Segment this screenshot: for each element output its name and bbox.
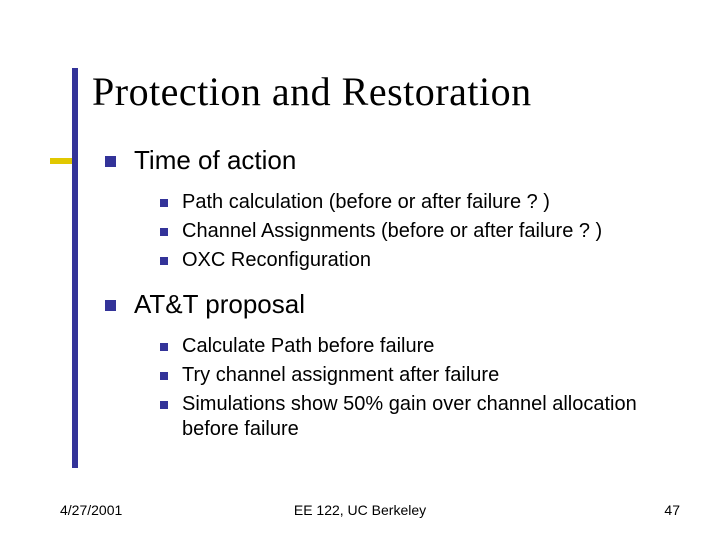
section-items: Path calculation (before or after failur… (160, 190, 670, 273)
list-item-text: Path calculation (before or after failur… (182, 190, 550, 215)
slide-title: Protection and Restoration (92, 68, 670, 115)
accent-bar (72, 68, 78, 468)
square-bullet-icon (160, 257, 168, 265)
footer-page-number: 47 (664, 502, 680, 518)
list-item-text: Channel Assignments (before or after fai… (182, 219, 602, 244)
section-heading: AT&T proposal (105, 289, 670, 320)
accent-notch (50, 158, 72, 164)
footer-center: EE 122, UC Berkeley (294, 502, 426, 518)
list-item: Try channel assignment after failure (160, 363, 670, 388)
list-item: Path calculation (before or after failur… (160, 190, 670, 215)
section-heading-text: AT&T proposal (134, 289, 305, 320)
list-item-text: Calculate Path before failure (182, 334, 434, 359)
square-bullet-icon (160, 401, 168, 409)
square-bullet-icon (160, 372, 168, 380)
square-bullet-icon (160, 343, 168, 351)
list-item: Calculate Path before failure (160, 334, 670, 359)
list-item-text: Simulations show 50% gain over channel a… (182, 392, 670, 442)
section-items: Calculate Path before failure Try channe… (160, 334, 670, 442)
list-item: OXC Reconfiguration (160, 248, 670, 273)
square-bullet-icon (160, 228, 168, 236)
slide-content: Time of action Path calculation (before … (105, 145, 670, 442)
slide-footer: 4/27/2001 EE 122, UC Berkeley 47 (0, 502, 720, 518)
square-bullet-icon (105, 300, 116, 311)
list-item-text: OXC Reconfiguration (182, 248, 371, 273)
footer-date: 4/27/2001 (60, 502, 122, 518)
slide: Protection and Restoration Time of actio… (0, 0, 720, 540)
list-item: Channel Assignments (before or after fai… (160, 219, 670, 244)
section-heading: Time of action (105, 145, 670, 176)
square-bullet-icon (160, 199, 168, 207)
list-item-text: Try channel assignment after failure (182, 363, 499, 388)
list-item: Simulations show 50% gain over channel a… (160, 392, 670, 442)
section-heading-text: Time of action (134, 145, 296, 176)
square-bullet-icon (105, 156, 116, 167)
